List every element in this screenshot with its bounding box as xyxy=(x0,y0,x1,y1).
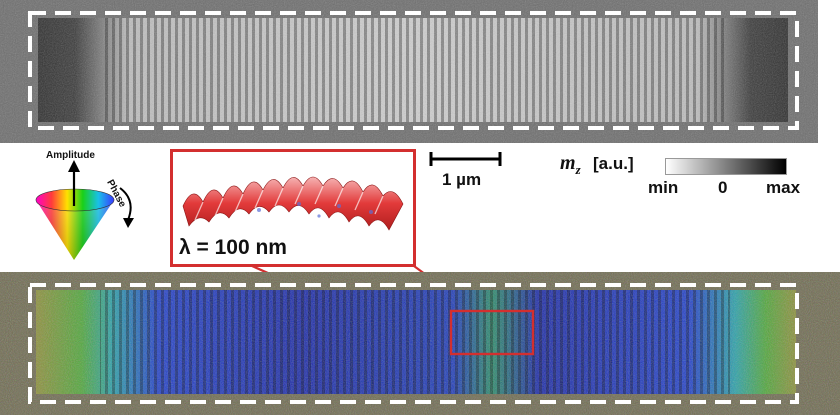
mz-colorbar: mz [a.u.] min 0 max xyxy=(560,150,820,200)
colorbar-max-tick: max xyxy=(766,178,801,197)
phase-rotation-arrow-icon xyxy=(119,187,132,221)
phase-amplitude-cone-legend: Amplitude Phase xyxy=(24,148,164,266)
zoom-region-box xyxy=(449,309,535,356)
wave-surface-inset: λ = 100 nm xyxy=(170,149,416,267)
colorbar-min-tick: min xyxy=(648,178,679,197)
mz-grayscale-panel xyxy=(0,0,818,143)
colorbar-zero-tick: 0 xyxy=(718,178,728,197)
scale-bar: 1 µm xyxy=(428,151,504,195)
amplitude-phase-color-panel xyxy=(0,272,840,415)
selection-dashed-frame xyxy=(28,283,799,404)
wave-surface-shape xyxy=(182,176,404,231)
colorbar-symbol: mz xyxy=(560,152,581,177)
scale-bar-label: 1 µm xyxy=(442,170,482,189)
wavelength-label: λ = 100 nm xyxy=(179,236,287,259)
selection-dashed-frame xyxy=(28,11,799,130)
colorbar-gradient xyxy=(665,158,787,175)
colorbar-unit: [a.u.] xyxy=(593,154,634,173)
amplitude-label: Amplitude xyxy=(46,150,95,161)
